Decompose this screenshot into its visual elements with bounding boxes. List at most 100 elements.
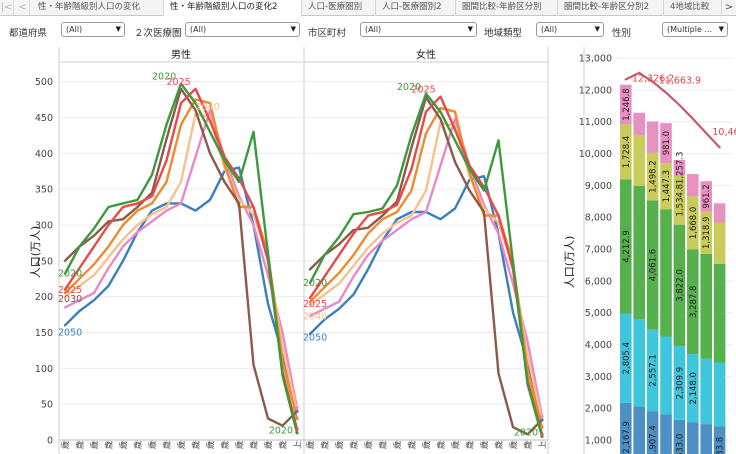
x-tick-label: 歳 [508, 441, 518, 449]
total-population-label: 12,326.2 [632, 73, 674, 84]
tab-population-by-area[interactable]: 人口-医療圏別 [302, 0, 376, 16]
tab-scroll-first-icon[interactable]: |< [0, 0, 14, 15]
x-tick-label: 歳 [249, 441, 259, 449]
bar-value-label: 3,822.0 [675, 269, 685, 301]
x-tick-label: 歳 [162, 441, 172, 449]
y-tick-label: 300 [35, 220, 53, 231]
series-line-2040 [63, 112, 299, 413]
bar-segment-2035-1 [673, 346, 686, 420]
series-start-label-2025: 2025 [303, 299, 327, 310]
chevron-down-icon: ▼ [718, 25, 724, 33]
bar-y-tick-label: 3,000 [585, 372, 612, 383]
total-population-label: 11,663.9 [659, 76, 701, 87]
series-start-label-2050: 2050 [303, 332, 327, 343]
total-population-label: 10,468.6 [712, 127, 736, 138]
tab-population-change-2[interactable]: 性・年齢階級別人口の変化2 [164, 0, 302, 17]
bar-y-tick-label: 9,000 [585, 181, 612, 192]
bar-y-tick-label: 7,000 [585, 245, 612, 256]
bar-segment-2050-2 [713, 263, 726, 363]
bar-value-label: 633.0 [675, 434, 685, 454]
x-tick-label: 歳 [205, 441, 215, 449]
bar-segment-2015-0 [620, 402, 632, 454]
series-start-label-2020: 2020 [58, 269, 82, 280]
bar-y-tick-label: 5,000 [585, 308, 612, 319]
x-tick-label: 歳 [118, 441, 128, 449]
bar-segment-2040-3 [687, 196, 699, 250]
x-tick-label: 歳 [60, 441, 70, 449]
bar-value-label: 1,246.8 [622, 88, 632, 120]
series-start-label-2025: 2025 [58, 285, 82, 296]
series-end-dot-2050 [295, 409, 299, 413]
filter-municipality-dropdown[interactable]: (All) ▼ [360, 22, 477, 37]
tab-population-by-area-2[interactable]: 人口-医療圏別2 [376, 0, 456, 16]
bar-value-label: 1,498.2 [649, 160, 659, 192]
bar-value-label: 1,728.4 [622, 136, 632, 168]
bar-value-label: 2,167.9 [622, 421, 632, 453]
series-end-label-2020: 2020 [514, 428, 538, 439]
panel-header-female: 女性 [416, 48, 436, 61]
filter-region-type-dropdown[interactable]: (All) ▼ [536, 22, 604, 37]
tab-population-change[interactable]: 性・年齢階級別人口の変化 [32, 0, 164, 16]
chevron-down-icon: ▼ [290, 25, 296, 33]
x-tick-label: 歳 [465, 441, 475, 449]
tab-four-region[interactable]: 4地域比較 [664, 0, 722, 16]
x-tick-label: 歳 [436, 441, 446, 449]
y-tick-label: 500 [35, 77, 53, 88]
bar-segment-2015-4 [620, 84, 632, 125]
sheet-tab-bar: |< < 性・年齢階級別人口の変化 性・年齢階級別人口の変化2 人口-医療圏別 … [0, 0, 736, 17]
tab-scroll-right-icon[interactable]: > [724, 2, 734, 13]
bar-segment-2045-1 [700, 358, 712, 425]
filter-prefecture-value: (All) [66, 25, 83, 34]
filter-region-type-value: (All) [541, 25, 558, 34]
filter-medical-area-dropdown[interactable]: (All) ▼ [185, 22, 300, 37]
bar-segment-2015-3 [620, 124, 632, 180]
bar-value-label: 3,287.8 [689, 286, 699, 318]
total-population-line [624, 71, 721, 149]
bar-segment-2025-3 [646, 152, 659, 201]
x-tick-label: 歳 [523, 441, 533, 449]
bar-segment-2030-3 [660, 163, 672, 210]
bar-segment-2035-3 [673, 175, 686, 225]
series-line-2030 [63, 87, 299, 427]
x-tick-label: 歳 [89, 441, 99, 449]
bar-segment-2035-2 [673, 224, 686, 347]
x-tick-label: 歳 [191, 441, 201, 449]
bar-value-label: 2,309.9 [675, 367, 685, 399]
filter-prefecture-dropdown[interactable]: (All) ▼ [61, 22, 125, 37]
x-tick-label: 歳 [479, 441, 489, 449]
bar-segment-2045-0 [700, 424, 712, 454]
x-tick-label: 歳 [220, 441, 230, 449]
bar-value-label: 1,668.0 [689, 207, 699, 239]
bar-segment-2040-2 [687, 249, 699, 355]
x-tick-label: 歳 [320, 441, 330, 449]
y-tick-label: 50 [41, 400, 53, 411]
tab-area-comparison[interactable]: 圏間比較-年齢区分別 [456, 0, 558, 16]
series-end-dot-2020 [295, 431, 299, 435]
series-end-dot-2045 [295, 406, 299, 410]
series-line-2020 [308, 92, 544, 438]
bar-y-tick-label: 6,000 [585, 276, 612, 287]
bar-segment-2025-2 [646, 200, 659, 330]
bar-segment-2020-2 [633, 185, 645, 320]
tab-area-comparison-2[interactable]: 圏間比較-年齢区分別2 [558, 0, 664, 16]
series-peak-label-2020: 2020 [397, 82, 421, 93]
tab-scroll-left-icon[interactable]: < [16, 0, 30, 15]
bar-value-label: 981.0 [662, 131, 672, 155]
bar-y-tick-label: 13,000 [579, 54, 612, 65]
bar-value-label: 4,212.9 [622, 230, 632, 262]
series-end-dot-2025 [295, 427, 299, 431]
y-axis-title: 人口(万人) [29, 226, 42, 279]
bar-value-label: 2,805.4 [622, 342, 632, 374]
bar-y-tick-label: 2,000 [585, 404, 612, 415]
bar-segment-2020-0 [633, 406, 645, 454]
y-tick-label: 250 [35, 256, 53, 267]
x-tick-label: 歳 [278, 441, 288, 449]
series-line-2025 [63, 87, 299, 431]
bar-y-tick-label: 4,000 [585, 340, 612, 351]
bar-segment-2020-3 [633, 135, 645, 186]
series-end-dot-2035 [540, 425, 544, 429]
filter-sex-dropdown[interactable]: (Multiple ... ▼ [662, 22, 728, 37]
x-tick-label: 歳 [305, 441, 315, 449]
panel-header-male: 男性 [171, 48, 191, 61]
